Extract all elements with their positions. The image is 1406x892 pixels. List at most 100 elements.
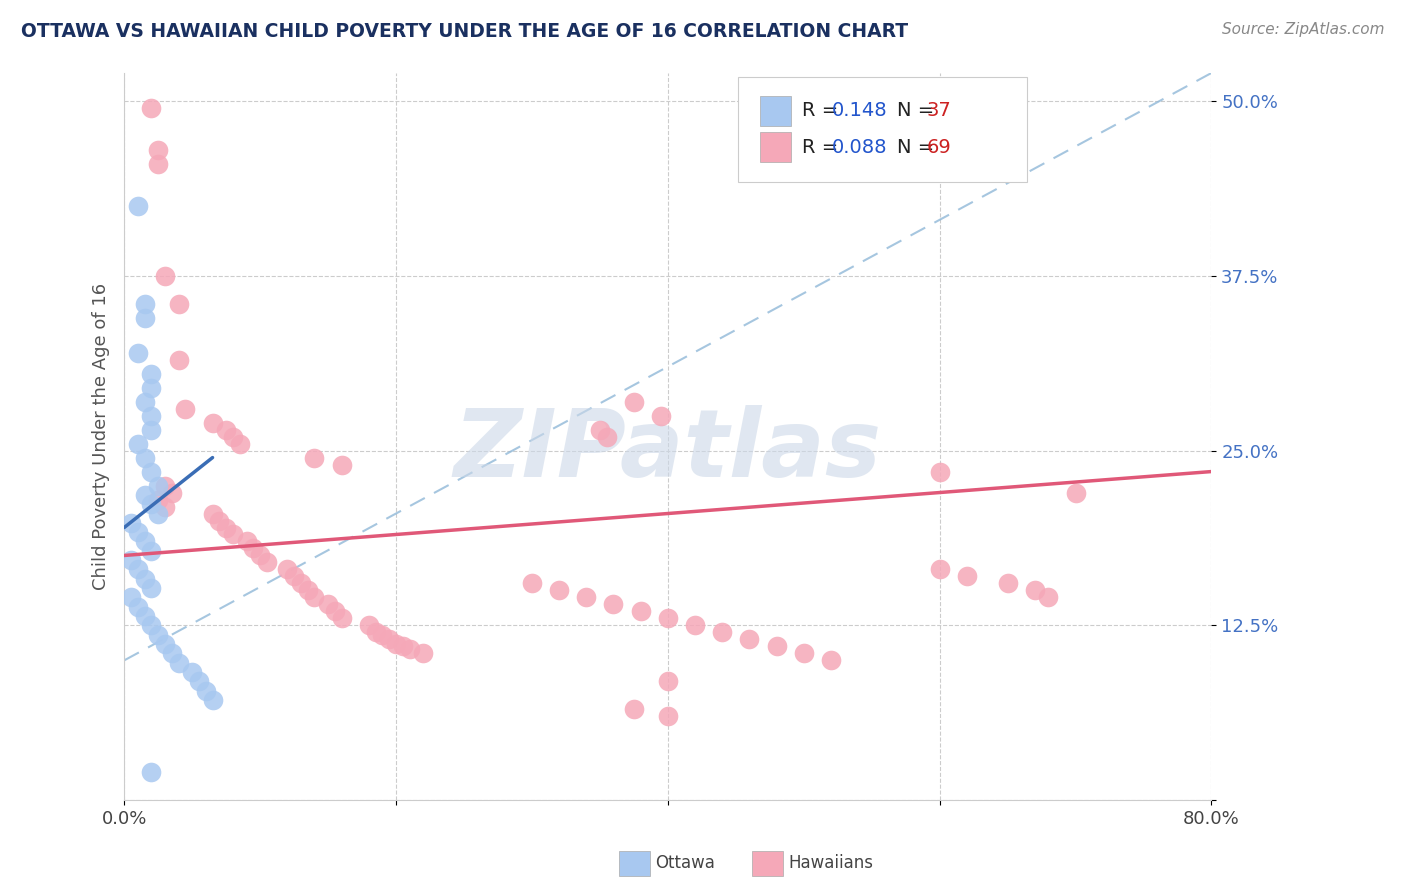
Point xyxy=(160,485,183,500)
Point xyxy=(134,310,156,325)
Point xyxy=(127,436,149,450)
Point xyxy=(141,618,163,632)
Point xyxy=(148,628,170,642)
Point xyxy=(222,429,245,443)
FancyBboxPatch shape xyxy=(761,95,790,126)
Point xyxy=(371,628,394,642)
Point xyxy=(357,618,380,632)
Point xyxy=(134,488,156,502)
Point xyxy=(391,640,413,654)
Point xyxy=(153,637,176,651)
Text: 0.148: 0.148 xyxy=(832,102,887,120)
Point xyxy=(167,656,190,670)
Point xyxy=(134,297,156,311)
Point xyxy=(297,583,319,598)
Point xyxy=(330,458,353,472)
Text: N =: N = xyxy=(897,137,941,157)
Point xyxy=(548,583,571,598)
Point xyxy=(793,646,815,660)
Point xyxy=(141,497,163,511)
Point xyxy=(148,143,170,157)
Point xyxy=(928,465,950,479)
Point xyxy=(1038,591,1060,605)
Point xyxy=(215,423,238,437)
Point xyxy=(127,562,149,576)
Y-axis label: Child Poverty Under the Age of 16: Child Poverty Under the Age of 16 xyxy=(93,283,110,591)
Point xyxy=(141,367,163,381)
Text: 37: 37 xyxy=(927,102,952,120)
Point xyxy=(201,416,224,430)
Point xyxy=(385,637,408,651)
Point xyxy=(222,527,245,541)
Point xyxy=(323,604,346,618)
Point xyxy=(141,101,163,115)
Point xyxy=(127,524,149,539)
Text: 69: 69 xyxy=(927,137,952,157)
Point xyxy=(141,581,163,595)
Point xyxy=(181,665,204,679)
Text: Source: ZipAtlas.com: Source: ZipAtlas.com xyxy=(1222,22,1385,37)
Point xyxy=(153,268,176,283)
Point xyxy=(711,625,734,640)
Point xyxy=(242,541,264,556)
Point xyxy=(956,569,979,583)
Point xyxy=(595,429,617,443)
Point xyxy=(276,562,298,576)
Point xyxy=(120,552,142,566)
Point xyxy=(623,702,645,716)
Point xyxy=(120,516,142,531)
Text: R =: R = xyxy=(801,137,844,157)
Point xyxy=(683,618,706,632)
Point xyxy=(153,500,176,514)
Point xyxy=(229,436,252,450)
Point xyxy=(249,549,271,563)
Point xyxy=(141,409,163,423)
Point xyxy=(201,507,224,521)
Point xyxy=(215,520,238,534)
Point xyxy=(520,576,543,591)
Point xyxy=(127,345,149,359)
Point xyxy=(630,604,652,618)
Point xyxy=(235,534,257,549)
Point xyxy=(738,632,761,647)
Point xyxy=(589,423,612,437)
Point xyxy=(148,492,170,507)
Text: 0.088: 0.088 xyxy=(832,137,887,157)
Point xyxy=(120,591,142,605)
Point xyxy=(134,608,156,623)
Point xyxy=(134,450,156,465)
Point xyxy=(127,600,149,615)
Point xyxy=(928,562,950,576)
Point xyxy=(575,591,598,605)
Point xyxy=(398,642,420,657)
Point xyxy=(153,478,176,492)
Point xyxy=(657,709,679,723)
Point xyxy=(283,569,305,583)
Point xyxy=(657,674,679,689)
Point xyxy=(997,576,1019,591)
Point xyxy=(364,625,387,640)
Point xyxy=(141,423,163,437)
Point xyxy=(304,591,326,605)
FancyBboxPatch shape xyxy=(738,77,1026,182)
Text: OTTAWA VS HAWAIIAN CHILD POVERTY UNDER THE AGE OF 16 CORRELATION CHART: OTTAWA VS HAWAIIAN CHILD POVERTY UNDER T… xyxy=(21,22,908,41)
Point xyxy=(412,646,434,660)
Point xyxy=(141,544,163,558)
Point xyxy=(378,632,401,647)
Point xyxy=(167,352,190,367)
Text: R =: R = xyxy=(801,102,844,120)
Point xyxy=(1064,485,1087,500)
Point xyxy=(657,611,679,625)
Point xyxy=(141,765,163,780)
Point xyxy=(188,674,211,689)
Point xyxy=(208,514,231,528)
Point xyxy=(134,534,156,549)
FancyBboxPatch shape xyxy=(761,132,790,162)
Point xyxy=(194,684,217,698)
Point xyxy=(304,450,326,465)
Point xyxy=(256,556,278,570)
Point xyxy=(148,478,170,492)
Text: ZIPatlas: ZIPatlas xyxy=(454,405,882,497)
Point xyxy=(174,401,197,416)
Point xyxy=(148,157,170,171)
